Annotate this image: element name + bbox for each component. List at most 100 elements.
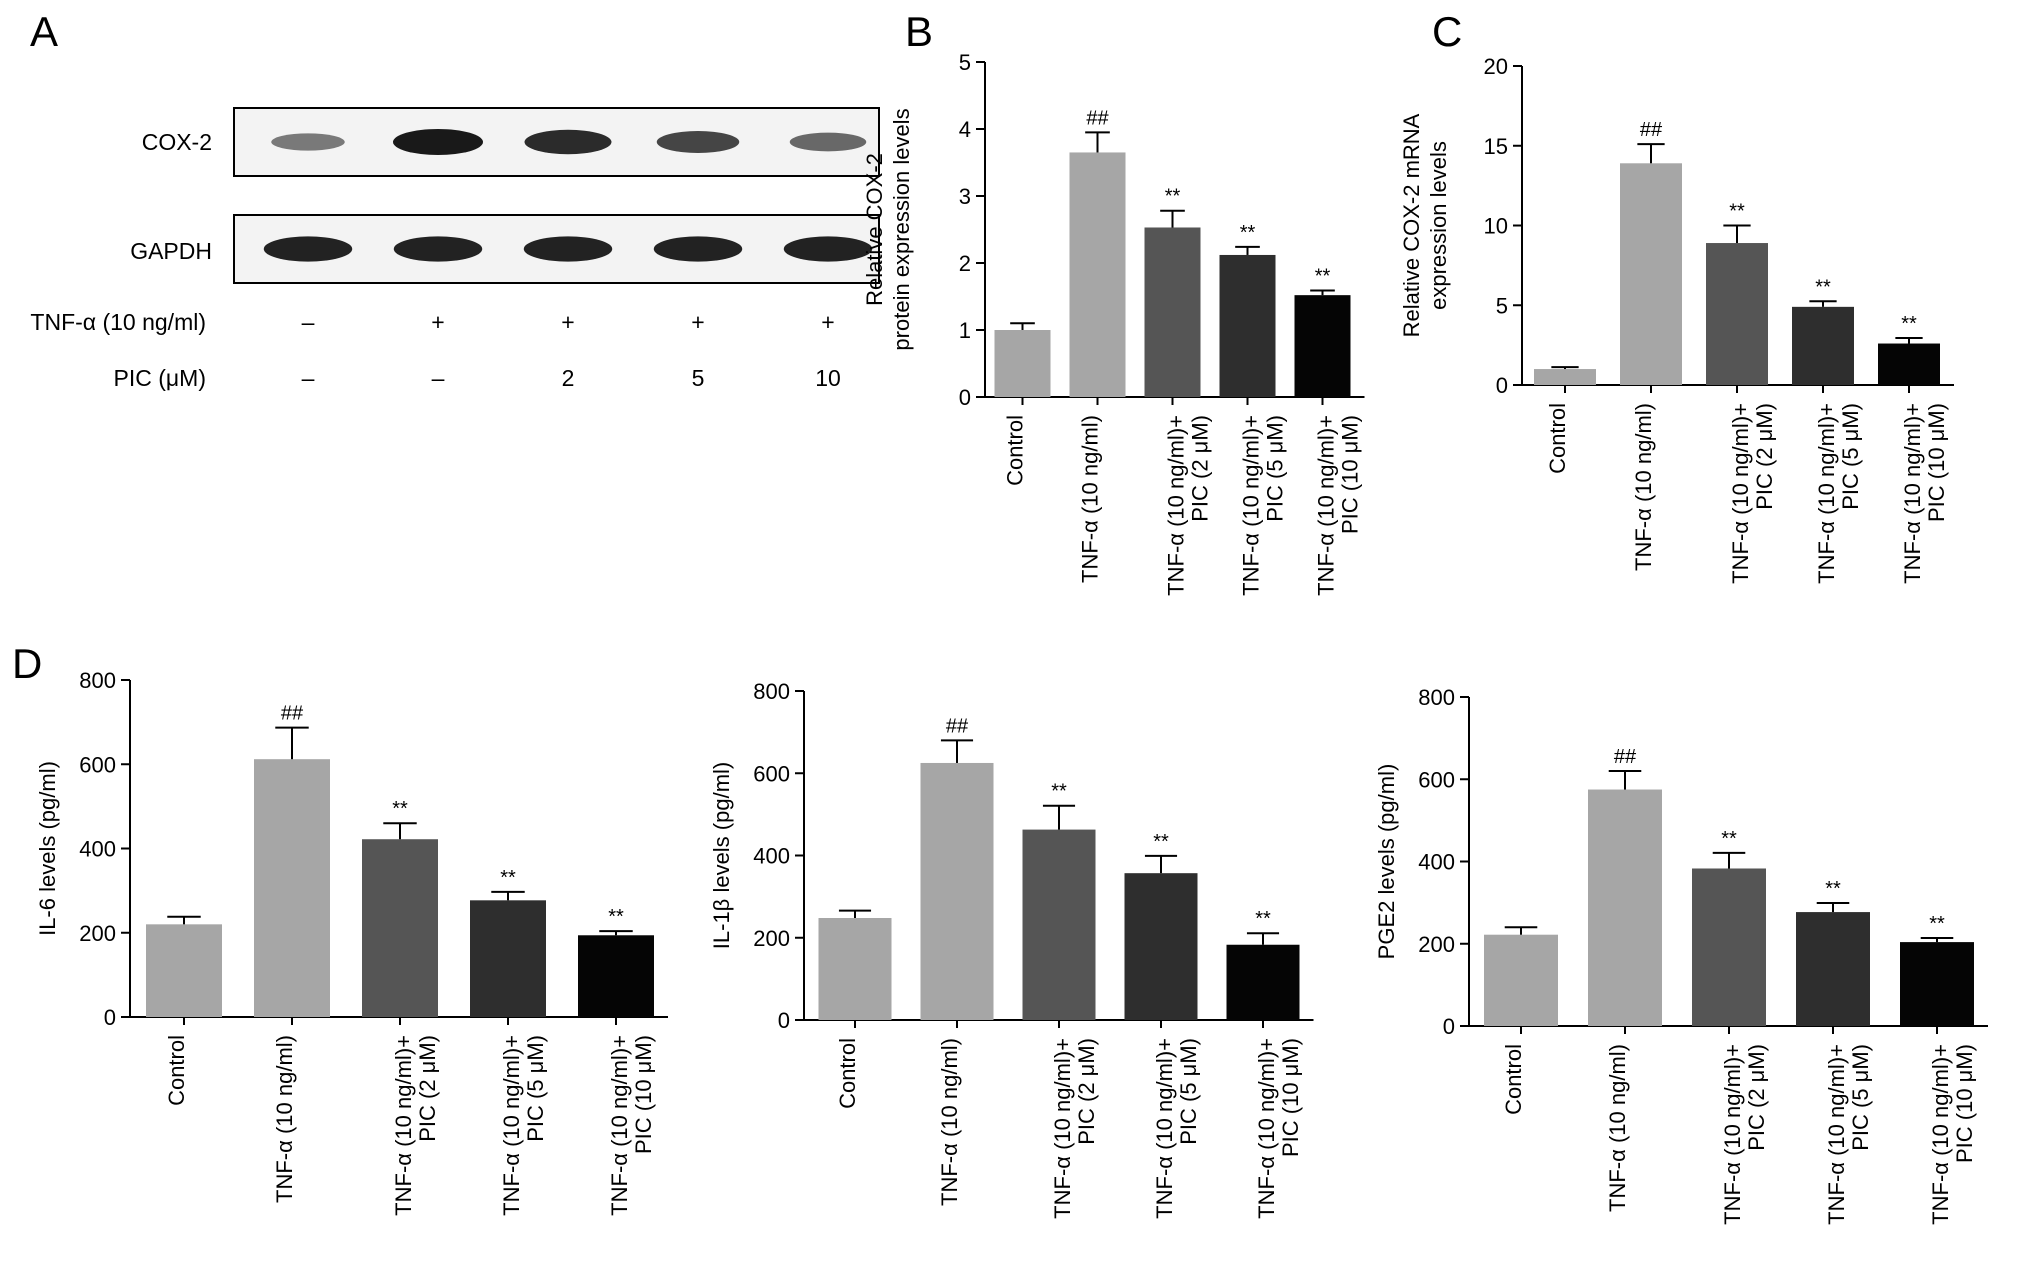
y-tick-label: 20 <box>1484 54 1508 79</box>
y-tick-label: 600 <box>753 761 790 786</box>
x-category-label-line: PIC (2 μM) <box>1744 1044 1769 1151</box>
bar-4 <box>1878 343 1940 385</box>
x-category-label-line: PIC (5 μM) <box>1838 403 1863 510</box>
blot-band-1-4 <box>783 236 873 262</box>
x-category-label-line: TNF-α (10 ng/ml) <box>272 1035 297 1203</box>
bar-4 <box>1294 295 1351 397</box>
bar-1 <box>1588 789 1662 1026</box>
significance-label-2: ** <box>1721 828 1737 850</box>
x-category-label-2: TNF-α (10 ng/ml)+PIC (2 μM) <box>1164 415 1213 596</box>
x-category-label-3: TNF-α (10 ng/ml)+PIC (5 μM) <box>499 1035 548 1216</box>
blot-label-cox2: COX-2 <box>142 129 212 155</box>
x-category-label-2: TNF-α (10 ng/ml)+PIC (2 μM) <box>1050 1038 1099 1219</box>
x-category-label-line: TNF-α (10 ng/ml) <box>1631 403 1656 571</box>
y-axis-title-line: IL-6 levels (pg/ml) <box>35 761 60 936</box>
significance-label-1: ## <box>1086 107 1109 129</box>
blot-label-gapdh: GAPDH <box>130 238 212 264</box>
bar-3 <box>1796 912 1870 1026</box>
condition-value-1-2: 2 <box>562 365 575 391</box>
x-category-label-1: TNF-α (10 ng/ml) <box>272 1035 297 1203</box>
condition-value-1-1: – <box>432 365 445 391</box>
bar-2 <box>1692 868 1766 1026</box>
bar-1 <box>920 762 994 1020</box>
chart-d-il6: 0 200 400 600 800 IL-6 levels (pg/ml) Control #… <box>35 668 668 1216</box>
y-tick-label: 800 <box>1418 685 1455 710</box>
x-category-label-line: TNF-α (10 ng/ml)+ <box>1814 403 1839 584</box>
x-category-label-line: Control <box>1003 415 1028 486</box>
panel-letter-b: B <box>905 8 933 55</box>
y-tick-label: 5 <box>959 50 971 75</box>
x-category-label-line: PIC (2 μM) <box>1188 415 1213 522</box>
y-tick-label: 0 <box>778 1008 790 1033</box>
blot-band-1-0 <box>263 236 353 262</box>
chart-d-il1b: 0 200 400 600 800 IL-1β levels (pg/ml) Control… <box>709 679 1314 1219</box>
x-category-label-0: Control <box>1003 415 1028 486</box>
x-category-label-line: PIC (10 μM) <box>631 1035 656 1154</box>
x-category-label-line: TNF-α (10 ng/ml)+ <box>1152 1038 1177 1219</box>
x-category-label-line: TNF-α (10 ng/ml)+ <box>1254 1038 1279 1219</box>
x-category-label-line: Control <box>1545 403 1570 474</box>
y-tick-label: 4 <box>959 117 971 142</box>
x-category-label-line: TNF-α (10 ng/ml)+ <box>499 1035 524 1216</box>
x-category-label-line: PIC (10 μM) <box>1338 415 1363 534</box>
y-axis-title: IL-1β levels (pg/ml) <box>709 762 734 949</box>
x-category-label-line: Control <box>835 1038 860 1109</box>
y-axis-title: Relative COX-2 mRNAexpression levels <box>1399 113 1451 337</box>
blot-band-0-2 <box>524 129 612 155</box>
x-category-label-0: Control <box>1501 1044 1526 1115</box>
significance-label-1: ## <box>1614 746 1637 768</box>
y-tick-label: 600 <box>1418 767 1455 792</box>
x-category-label-line: TNF-α (10 ng/ml)+ <box>391 1035 416 1216</box>
significance-label-3: ** <box>500 867 516 889</box>
bar-1 <box>1620 163 1682 385</box>
condition-value-1-4: 10 <box>815 365 841 391</box>
blot-band-1-1 <box>393 236 483 262</box>
x-category-label-3: TNF-α (10 ng/ml)+PIC (5 μM) <box>1824 1044 1873 1225</box>
condition-value-0-0: – <box>302 309 315 335</box>
x-category-label-line: TNF-α (10 ng/ml)+ <box>1900 403 1925 584</box>
x-category-label-line: TNF-α (10 ng/ml)+ <box>1164 415 1189 596</box>
significance-label-4: ** <box>1315 265 1331 287</box>
x-category-label-line: PIC (2 μM) <box>415 1035 440 1142</box>
bar-0 <box>146 924 222 1017</box>
x-category-label-line: TNF-α (10 ng/ml)+ <box>1050 1038 1075 1219</box>
x-category-label-4: TNF-α (10 ng/ml)+PIC (10 μM) <box>1900 403 1949 584</box>
x-category-label-2: TNF-α (10 ng/ml)+PIC (2 μM) <box>1720 1044 1769 1225</box>
blot-bands-cox2 <box>271 129 867 155</box>
condition-value-0-3: + <box>691 309 704 335</box>
bar-3 <box>1124 873 1198 1020</box>
significance-label-2: ** <box>1051 781 1067 803</box>
x-category-label-0: Control <box>164 1035 189 1106</box>
x-category-label-line: PIC (5 μM) <box>1263 415 1288 522</box>
bar-3 <box>1792 306 1854 385</box>
x-category-label-line: PIC (2 μM) <box>1752 403 1777 510</box>
y-tick-label: 600 <box>79 752 116 777</box>
bar-4 <box>1226 944 1300 1020</box>
x-category-label-line: TNF-α (10 ng/ml)+ <box>1314 415 1339 596</box>
y-axis-title: PGE2 levels (pg/ml) <box>1374 764 1399 960</box>
bar-1 <box>254 759 330 1017</box>
x-category-label-line: TNF-α (10 ng/ml)+ <box>1928 1044 1953 1225</box>
y-tick-label: 5 <box>1496 293 1508 318</box>
y-axis-title-line: protein expression levels <box>889 108 914 350</box>
x-category-label-line: TNF-α (10 ng/ml)+ <box>1720 1044 1745 1225</box>
significance-label-4: ** <box>1255 908 1271 930</box>
x-category-label-line: Control <box>1501 1044 1526 1115</box>
x-category-label-line: PIC (10 μM) <box>1278 1038 1303 1157</box>
x-category-label-line: PIC (2 μM) <box>1074 1038 1099 1145</box>
x-category-label-line: TNF-α (10 ng/ml)+ <box>1728 403 1753 584</box>
panel-letter-d: D <box>12 640 42 687</box>
y-tick-label: 400 <box>753 844 790 869</box>
western-blot: COX-2 GAPDH TNF-α (10 ng/ml) PIC (μM) – +… <box>30 107 880 391</box>
condition-value-0-4: + <box>821 309 834 335</box>
x-category-label-4: TNF-α (10 ng/ml)+PIC (10 μM) <box>1254 1038 1303 1219</box>
bar-2 <box>1144 227 1201 397</box>
significance-label-3: ** <box>1153 831 1169 853</box>
y-axis-title: IL-6 levels (pg/ml) <box>35 761 60 936</box>
x-category-label-4: TNF-α (10 ng/ml)+PIC (10 μM) <box>1314 415 1363 596</box>
x-category-label-0: Control <box>1545 403 1570 474</box>
x-category-label-3: TNF-α (10 ng/ml)+PIC (5 μM) <box>1814 403 1863 584</box>
blot-band-1-2 <box>523 236 613 262</box>
blot-band-0-0 <box>271 133 345 151</box>
